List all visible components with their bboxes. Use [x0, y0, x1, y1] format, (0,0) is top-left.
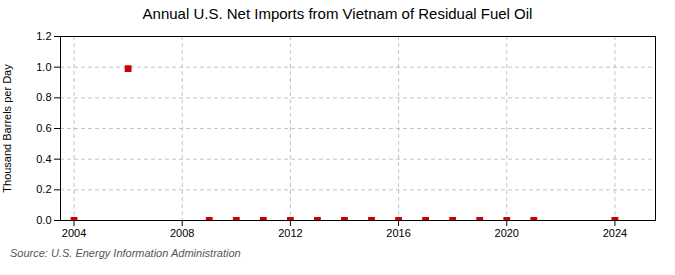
- svg-text:0.0: 0.0: [36, 214, 51, 226]
- svg-text:2016: 2016: [386, 227, 410, 239]
- html-text:Annual U.S. Net Imports from V: Annual U.S. Net Imports from Vietnam of …: [142, 5, 533, 22]
- svg-text:Thousand Barrels per Day: Thousand Barrels per Day: [1, 64, 13, 193]
- svg-text:0.8: 0.8: [36, 91, 51, 103]
- svg-text:0.4: 0.4: [36, 153, 51, 165]
- svg-text:2012: 2012: [278, 227, 302, 239]
- svg-text:2008: 2008: [170, 227, 194, 239]
- html-text:Source: U.S. Energy Informatio: Source: U.S. Energy Information Administ…: [10, 247, 241, 259]
- svg-text:2020: 2020: [495, 227, 519, 239]
- svg-text:2004: 2004: [62, 227, 86, 239]
- svg-text:1.0: 1.0: [36, 61, 51, 73]
- svg-text:0.2: 0.2: [36, 183, 51, 195]
- svg-text:0.6: 0.6: [36, 122, 51, 134]
- svg-text:1.2: 1.2: [36, 30, 51, 42]
- svg-text:2024: 2024: [603, 227, 627, 239]
